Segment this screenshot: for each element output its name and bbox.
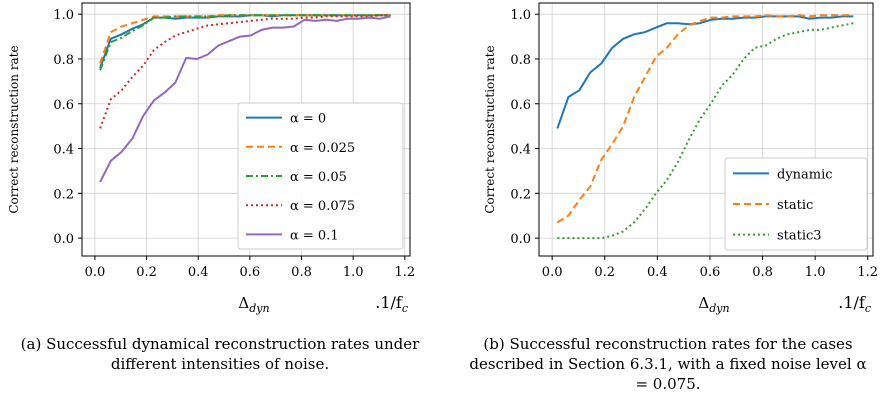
legend-box: [724, 157, 868, 251]
x-tick-label: 0.6: [700, 265, 721, 280]
x-tick-label: 0.0: [542, 265, 563, 280]
x-tick-label: 0.2: [594, 265, 615, 280]
figure-canvas: 0.0 0.2 0.4 0.6 0.8 1.0 0.0 0.2 0.4 0.6 0.8 1.0 1.2 C…: [7, 2, 878, 315]
legend-a: α = 0 α = 0.025 α = 0.05 α = 0.075 α = 0.1: [237, 102, 404, 250]
x-axis-unit: .1/fc: [375, 293, 408, 315]
x-tick-label: 0.6: [240, 265, 261, 280]
series-line-b-1: [556, 14, 854, 224]
x-tick-label: 0.8: [291, 265, 312, 280]
y-axis-label: Correct reconstruction rate: [483, 45, 497, 213]
y-tick-label: 1.0: [510, 8, 531, 23]
x-axis-unit: .1/fc: [838, 293, 871, 315]
legend-entry: α = 0.025: [290, 141, 355, 156]
series-line-a-0: [99, 14, 391, 69]
series-line-b-0: [556, 15, 854, 129]
y-tick-label: 0.0: [510, 232, 531, 247]
y-tick-label: 0.2: [510, 187, 531, 202]
x-axis-label: Δdyn: [238, 294, 269, 315]
series-line-a-2: [99, 14, 391, 71]
axes-frame: [538, 2, 874, 257]
y-axis-label: Correct reconstruction rate: [7, 45, 21, 213]
chart-a: 0.0 0.2 0.4 0.6 0.8 1.0 0.0 0.2 0.4 0.6 0.8 1.0 1.2 C…: [7, 2, 415, 315]
x-tick-label: 0.0: [85, 265, 106, 280]
legend-entry: dynamic: [777, 167, 833, 182]
caption-a: (a) Successful dynamical reconstruction …: [20, 335, 420, 373]
y-tick-label: 0.8: [510, 53, 531, 68]
x-tick-label: 0.4: [188, 265, 209, 280]
legend-b: dynamic static static3: [724, 157, 868, 251]
series-line-a-1: [99, 14, 391, 64]
y-tick-label: 0.6: [53, 98, 74, 113]
series-line-a-3: [99, 14, 391, 129]
x-tick-label: 0.4: [647, 265, 668, 280]
legend-entry: static3: [777, 229, 822, 244]
legend-entry: α = 0: [290, 112, 326, 127]
x-tick-label: 1.0: [805, 265, 826, 280]
y-tick-label: 0.6: [510, 98, 531, 113]
legend-entry: static: [777, 198, 813, 213]
legend-box: [237, 102, 404, 250]
y-tick-label: 1.0: [53, 8, 74, 23]
legend-entry: α = 0.05: [290, 170, 347, 185]
y-tick-label: 0.4: [53, 143, 74, 158]
series-line-b-2: [557, 22, 854, 240]
x-tick-label: 0.2: [136, 265, 157, 280]
chart-b: 0.0 0.2 0.4 0.6 0.8 1.0 0.0 0.2 0.4 0.6 0.8 1.0 1.2 C…: [483, 2, 878, 315]
x-tick-label: 1.2: [857, 265, 878, 280]
x-axis-label: Δdyn: [698, 294, 729, 315]
y-tick-label: 0.2: [53, 187, 74, 202]
x-tick-label: 1.2: [394, 265, 415, 280]
x-tick-label: 1.0: [343, 265, 364, 280]
x-tick-label: 0.8: [752, 265, 773, 280]
y-tick-label: 0.4: [510, 143, 531, 158]
y-tick-label: 0.0: [53, 232, 74, 247]
axes-frame: [81, 2, 411, 257]
y-tick-label: 0.8: [53, 53, 74, 68]
legend-entry: α = 0.075: [290, 199, 355, 214]
legend-entry: α = 0.1: [290, 228, 339, 243]
caption-b: (b) Successful reconstruction rates for …: [469, 335, 867, 393]
series-line-a-4: [99, 15, 391, 183]
